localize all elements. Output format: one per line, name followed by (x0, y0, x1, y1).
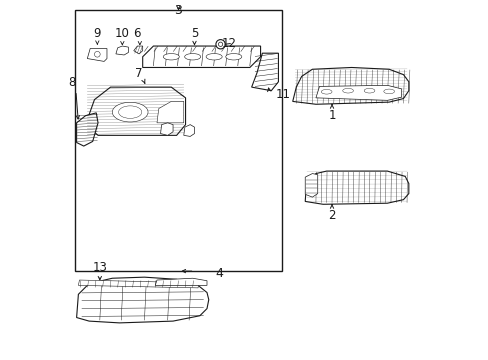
Polygon shape (78, 280, 198, 288)
Polygon shape (305, 174, 317, 197)
Polygon shape (87, 49, 107, 62)
Polygon shape (85, 87, 185, 135)
Text: 7: 7 (135, 67, 142, 80)
Polygon shape (315, 85, 401, 100)
Text: 1: 1 (327, 109, 335, 122)
Polygon shape (116, 46, 128, 55)
Ellipse shape (225, 54, 242, 60)
Polygon shape (251, 53, 278, 91)
Ellipse shape (205, 54, 222, 60)
Ellipse shape (321, 89, 331, 94)
Text: 8: 8 (68, 76, 76, 89)
Polygon shape (134, 46, 142, 54)
Bar (75, 10, 282, 271)
Circle shape (94, 51, 100, 57)
Text: 9: 9 (93, 27, 101, 40)
Ellipse shape (383, 89, 394, 94)
Text: 11: 11 (275, 88, 290, 101)
Ellipse shape (184, 54, 201, 60)
Text: 4: 4 (215, 267, 223, 280)
Polygon shape (183, 125, 194, 136)
Text: 13: 13 (92, 261, 107, 274)
Text: 10: 10 (115, 27, 129, 40)
Text: 5: 5 (190, 27, 198, 40)
Polygon shape (292, 67, 408, 104)
Ellipse shape (112, 102, 148, 122)
Polygon shape (77, 277, 208, 323)
Polygon shape (157, 102, 183, 123)
Ellipse shape (118, 106, 142, 118)
Text: 12: 12 (221, 37, 236, 50)
Polygon shape (155, 278, 206, 285)
Polygon shape (77, 113, 98, 146)
Circle shape (218, 42, 222, 46)
Text: 3: 3 (174, 4, 182, 17)
Ellipse shape (364, 88, 374, 93)
Text: 6: 6 (133, 27, 141, 40)
Polygon shape (305, 171, 408, 204)
Polygon shape (142, 46, 260, 67)
Ellipse shape (163, 54, 179, 60)
Circle shape (216, 40, 225, 49)
Text: 2: 2 (327, 208, 335, 221)
Ellipse shape (342, 88, 353, 93)
Polygon shape (160, 123, 173, 135)
